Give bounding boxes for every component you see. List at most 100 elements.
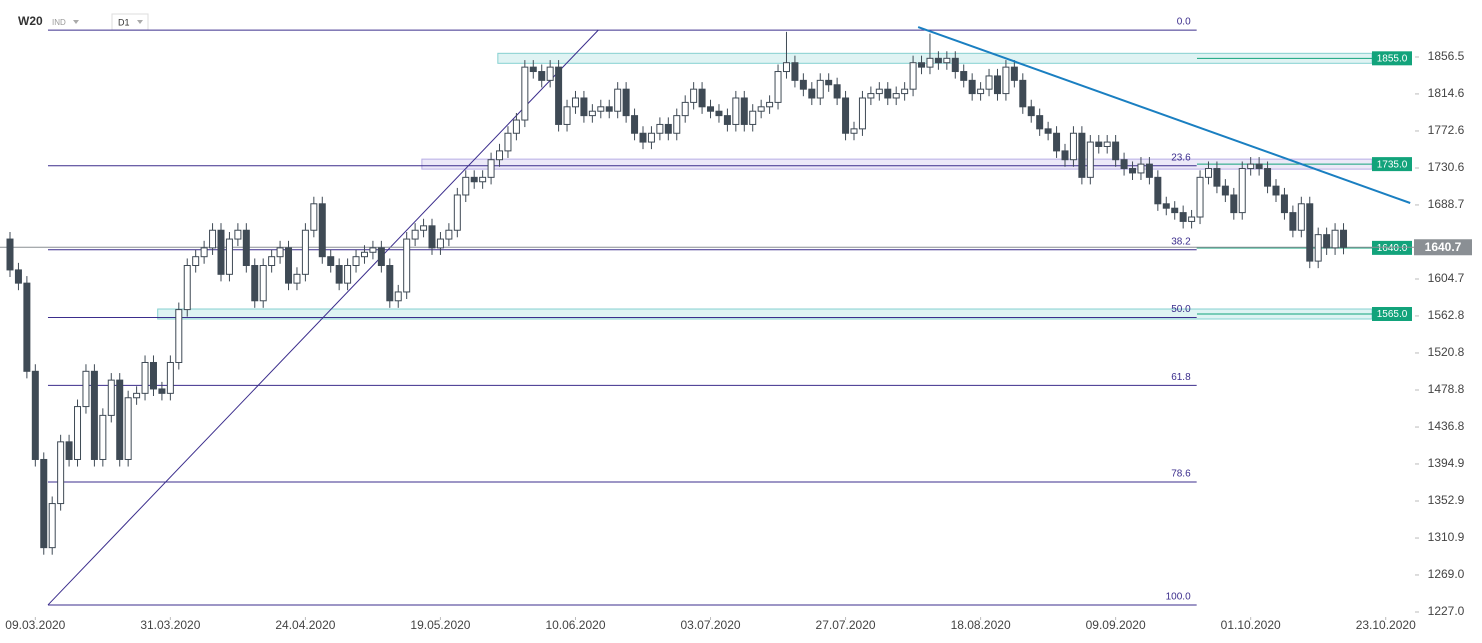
candle-body: [242, 229, 250, 267]
candle-body: [158, 388, 166, 394]
candle-body: [977, 88, 985, 95]
candle-body: [276, 247, 284, 258]
candle-body: [732, 97, 740, 125]
candle-body: [403, 238, 411, 293]
candle-body: [884, 88, 892, 99]
candle-body: [192, 256, 200, 267]
candle-body: [90, 370, 98, 460]
candle-body: [141, 361, 149, 394]
candle-body: [1289, 212, 1297, 231]
candle-body: [858, 97, 866, 130]
candle-body: [445, 229, 453, 240]
candle-body: [1204, 168, 1212, 178]
candle-body: [335, 265, 343, 284]
candle-body: [842, 97, 850, 134]
candle-body: [614, 88, 622, 112]
candle-body: [1019, 79, 1027, 108]
candle-body: [850, 128, 858, 134]
candle-body: [1247, 163, 1255, 170]
candle-body: [538, 71, 546, 81]
y-tick-label: 1772.6: [1428, 123, 1465, 137]
candle-body: [1280, 194, 1288, 214]
candle-body: [1264, 168, 1272, 187]
y-tick-label: 1562.8: [1428, 308, 1465, 322]
candle-body: [234, 229, 242, 240]
level-label: 1855.0: [1377, 53, 1408, 64]
candle-body: [951, 57, 959, 73]
candle-body: [993, 75, 1001, 95]
candle-body: [597, 106, 605, 112]
candle-body: [791, 62, 799, 81]
candle-body: [571, 97, 579, 108]
candle-body: [647, 132, 655, 143]
market-select[interactable]: IND: [52, 18, 79, 27]
market-label: IND: [52, 18, 66, 27]
y-tick-label: 1436.8: [1428, 419, 1465, 433]
candle-body: [816, 79, 824, 99]
candle-body: [1053, 132, 1061, 152]
candle-body: [1061, 150, 1069, 161]
candle-body: [225, 238, 233, 275]
candle-body: [1230, 194, 1238, 214]
candle-body: [521, 66, 529, 121]
x-tick-label: 01.10.2020: [1221, 618, 1281, 632]
candle-body: [149, 361, 157, 390]
candle-body: [1238, 168, 1246, 214]
y-tick-label: 1394.9: [1428, 456, 1465, 470]
candle-body: [622, 88, 630, 117]
candle-body: [605, 106, 613, 112]
candle-body: [504, 132, 512, 152]
x-tick-label: 09.09.2020: [1086, 618, 1146, 632]
candle-body: [420, 225, 428, 231]
candle-body: [757, 106, 765, 112]
candle-body: [1078, 132, 1086, 178]
y-tick-label: 1814.6: [1428, 86, 1465, 100]
interval-select[interactable]: D1: [111, 13, 149, 31]
candle-body: [31, 370, 39, 460]
candle-body: [369, 247, 377, 253]
candle-body: [107, 379, 115, 416]
candle-body: [1221, 185, 1229, 196]
candle-body: [428, 225, 436, 249]
candle-body: [377, 247, 385, 267]
candle-body: [698, 88, 706, 108]
candle-body: [1272, 185, 1280, 196]
level-tag: [1372, 306, 1412, 321]
level-label: 1565.0: [1377, 309, 1408, 320]
candle-body: [664, 123, 672, 134]
candle-body: [580, 97, 588, 117]
candle-body: [133, 392, 141, 399]
y-tick-label: 1227.0: [1428, 604, 1465, 618]
fib-label: 38.2: [1171, 236, 1191, 247]
candle-body: [985, 75, 993, 90]
candle-body: [960, 71, 968, 81]
candle-body: [1306, 203, 1314, 262]
candle-body: [588, 110, 596, 117]
dropdown-arrow: [73, 20, 79, 24]
candle-body: [1154, 176, 1162, 205]
candle-body: [251, 265, 259, 302]
candle-body: [901, 88, 909, 95]
current-price-label: 1640.7: [1425, 240, 1462, 254]
candle-body: [82, 370, 90, 408]
interval-label: D1: [118, 17, 130, 27]
candle-body: [344, 265, 352, 284]
symbol: W20: [18, 14, 43, 28]
candle-body: [166, 361, 174, 394]
candle-body: [875, 88, 883, 95]
level-tag: [1372, 157, 1412, 172]
candle-body: [1103, 141, 1111, 147]
fib-label: 23.6: [1171, 152, 1191, 163]
candle-body: [1137, 163, 1145, 174]
candle-body: [1323, 234, 1331, 249]
level-tag: [1372, 51, 1412, 66]
candle-body: [352, 256, 360, 267]
candle-body: [555, 66, 563, 125]
candle-body: [360, 251, 368, 258]
x-tick-label: 31.03.2020: [140, 618, 200, 632]
candle-body: [74, 406, 82, 460]
y-tick-label: 1310.9: [1428, 530, 1465, 544]
x-tick-label: 27.07.2020: [816, 618, 876, 632]
